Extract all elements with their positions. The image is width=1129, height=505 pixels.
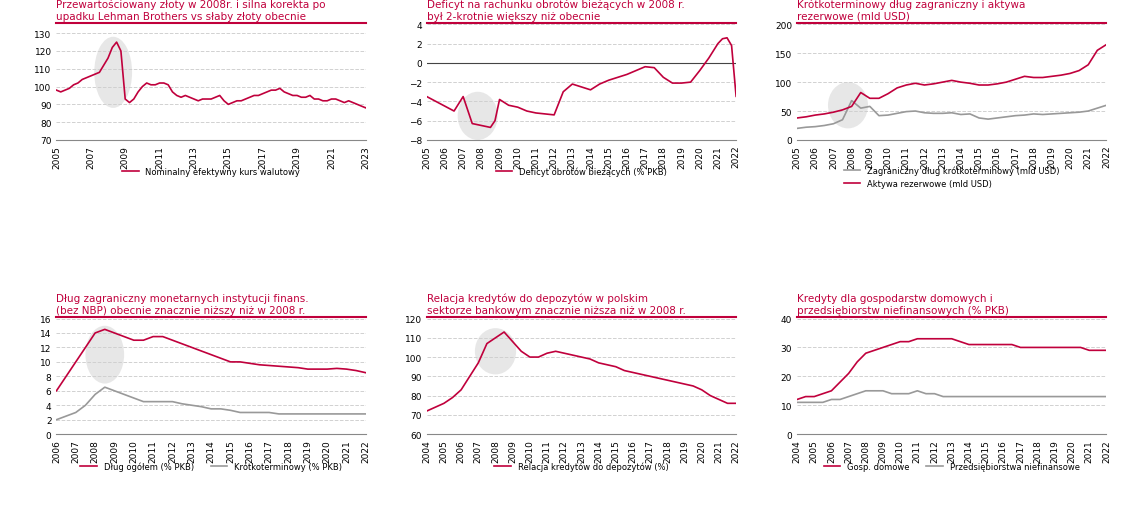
- Legend: Gosp. domowe, Przedsiębiorstwa niefinansowe: Gosp. domowe, Przedsiębiorstwa niefinans…: [821, 459, 1083, 474]
- Ellipse shape: [828, 83, 868, 129]
- Text: Krótkoterminowy dług zagraniczny i aktywa
rezerwowe (mld USD): Krótkoterminowy dług zagraniczny i aktyw…: [797, 0, 1025, 22]
- Legend: Dług ogółem (% PKB), Krótkoterminowy (% PKB): Dług ogółem (% PKB), Krótkoterminowy (% …: [77, 458, 345, 474]
- Ellipse shape: [475, 329, 516, 375]
- Legend: Deficyt obrotów bieżących (% PKB): Deficyt obrotów bieżących (% PKB): [492, 164, 671, 180]
- Legend: Relacja kredytów do depozytów (%): Relacja kredytów do depozytów (%): [491, 458, 672, 474]
- Ellipse shape: [86, 326, 124, 384]
- Text: Relacja kredytów do depozytów w polskim
sektorze bankowym znacznie niższa niż w : Relacja kredytów do depozytów w polskim …: [427, 293, 685, 315]
- Text: Kredyty dla gospodarstw domowych i
przedsiębiorstw niefinansowych (% PKB): Kredyty dla gospodarstw domowych i przed…: [797, 294, 1009, 315]
- Legend: Zagraniczny dług krótkoterminowy (mld USD), Aktywa rezerwowe (mld USD): Zagraniczny dług krótkoterminowy (mld US…: [840, 163, 1064, 192]
- Legend: Nominalny efektywny kurs walutowy: Nominalny efektywny kurs walutowy: [119, 165, 304, 180]
- Text: Dług zagraniczny monetarnych instytucji finans.
(bez NBP) obecnie znacznie niższ: Dług zagraniczny monetarnych instytucji …: [56, 294, 309, 315]
- Text: Deficyt na rachunku obrotów bieżących w 2008 r.
był 2-krotnie większy niż obecni: Deficyt na rachunku obrotów bieżących w …: [427, 0, 684, 22]
- Text: Przewartościowany złoty w 2008r. i silna korekta po
upadku Lehman Brothers vs sł: Przewartościowany złoty w 2008r. i silna…: [56, 0, 326, 22]
- Ellipse shape: [457, 92, 498, 141]
- Ellipse shape: [94, 38, 132, 109]
